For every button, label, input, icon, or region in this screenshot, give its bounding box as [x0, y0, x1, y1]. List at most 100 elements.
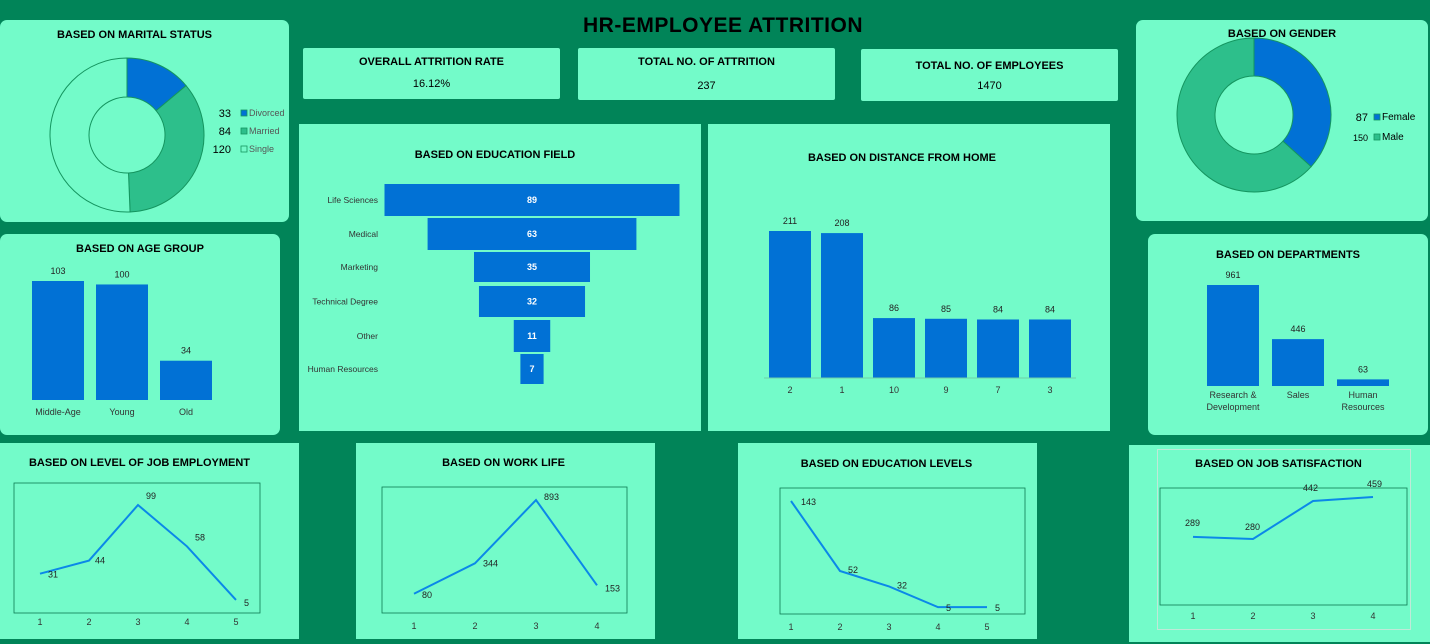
series-line [1192, 496, 1374, 541]
data-label: 89 [527, 195, 537, 205]
data-label: 32 [527, 297, 537, 307]
gender-chart: 87 Female 150 Male [1176, 37, 1416, 193]
departments-chart: 961 Research & Development 446 Sales 63 Human R… [1206, 270, 1389, 412]
data-label: 99 [146, 491, 156, 501]
tick-label: 2 [1250, 611, 1255, 621]
donut-slice-male [1176, 37, 1312, 193]
tick-label: 2 [837, 622, 842, 632]
tick-label: 9 [943, 385, 948, 395]
tick-label: 4 [594, 621, 599, 631]
plot-area [381, 486, 628, 614]
age-group-panel: BASED ON AGE GROUP 103 Middle-Age 100 Young… [0, 234, 280, 435]
legend-swatch [240, 127, 248, 135]
data-label: 5 [995, 603, 1000, 613]
series-line [790, 500, 987, 609]
chart-title: BASED ON EDUCATION FIELD [414, 149, 576, 161]
funnel-bar [427, 218, 637, 250]
donut-slice-single [49, 57, 131, 213]
tick-label: 4 [1370, 611, 1375, 621]
data-label: 961 [1225, 270, 1240, 280]
tick-label: Resources [1341, 402, 1385, 412]
data-label: 35 [527, 262, 537, 272]
kpi-title: OVERALL ATTRITION RATE [358, 56, 505, 68]
category-label: Technical Degree [312, 297, 378, 307]
legend-label: Male [1382, 132, 1404, 143]
bar [1337, 379, 1389, 386]
data-label: 5 [946, 603, 951, 613]
funnel-bar [384, 184, 680, 216]
funnel-bar [473, 252, 591, 282]
bar [32, 281, 84, 400]
bar [1207, 285, 1259, 386]
legend-value: 84 [219, 126, 231, 138]
data-label: 211 [783, 216, 797, 226]
data-label: 63 [1358, 364, 1368, 374]
work-life-panel: BASED ON WORK LIFE 80 1 344 2 893 3 153 4 [356, 443, 655, 639]
tick-label: 2 [472, 621, 477, 631]
data-label: 31 [48, 570, 58, 580]
legend-swatch [240, 109, 248, 117]
data-label: 84 [993, 304, 1003, 314]
bar [925, 318, 967, 378]
education-field-panel: BASED ON EDUCATION FIELD 89 Life Sciences… [299, 124, 701, 431]
category-label: Marketing [341, 262, 379, 272]
kpi-value: 16.12% [412, 78, 451, 90]
job-level-chart: 31 1 44 2 99 3 58 4 55 [13, 482, 261, 627]
tick-label: 1 [839, 385, 844, 395]
tick-label: 4 [184, 617, 189, 627]
tick-label: 1 [37, 617, 42, 627]
data-label: 86 [889, 303, 899, 313]
marital-status-panel: BASED ON MARITAL STATUS 33 Divorced 84 Marr… [0, 20, 289, 222]
donut-slice-married [127, 84, 205, 213]
chart-title: BASED ON JOB SATISFACTION [1195, 458, 1362, 470]
bar [769, 231, 811, 378]
legend-label: Divorced [249, 108, 285, 118]
tick-label: 10 [889, 385, 899, 395]
data-label: 893 [544, 492, 559, 502]
tick-label: 3 [886, 622, 891, 632]
data-label: 63 [527, 229, 537, 239]
kpi-card-attrition-rate: OVERALL ATTRITION RATE 16.12% [303, 48, 560, 99]
data-label: 7 [529, 364, 534, 374]
category-label: Human Resources [308, 364, 378, 374]
series-line [39, 503, 237, 601]
tick-label: 5 [984, 622, 989, 632]
data-label: 5 [244, 598, 249, 608]
legend-value: 120 [213, 144, 231, 156]
legend-value: 150 [1353, 133, 1368, 143]
legend-value: 87 [1356, 112, 1368, 124]
tick-label: 2 [86, 617, 91, 627]
bar [873, 318, 915, 378]
chart-title: BASED ON AGE GROUP [76, 243, 204, 255]
data-label: 344 [483, 558, 498, 568]
education-levels-panel: BASED ON EDUCATION LEVELS 143 1 52 2 32 3 5 4 5 5 [738, 443, 1037, 639]
plot-area [13, 482, 261, 614]
tick-label: Development [1206, 402, 1260, 412]
legend-label: Single [249, 144, 274, 154]
tick-label: 1 [411, 621, 416, 631]
funnel-bar [520, 354, 544, 384]
data-label: 446 [1290, 324, 1305, 334]
data-label: 289 [1185, 518, 1200, 528]
data-label: 100 [114, 269, 129, 279]
tick-label: 4 [935, 622, 940, 632]
kpi-title: TOTAL NO. OF ATTRITION [638, 56, 775, 68]
tick-label: Old [179, 407, 193, 417]
job-level-panel: BASED ON LEVEL OF JOB EMPLOYMENT 31 1 44 2 9… [0, 443, 299, 639]
tick-label: 5 [233, 617, 238, 627]
job-satisfaction-chart: 289 1 280 2 442 3 459 4 [1159, 479, 1408, 621]
tick-label: Middle-Age [35, 407, 81, 417]
data-label: 280 [1245, 522, 1260, 532]
kpi-value: 237 [697, 80, 716, 92]
category-label: Medical [349, 229, 378, 239]
age-group-chart: 103 Middle-Age 100 Young 34 Old [32, 266, 212, 417]
chart-title: BASED ON EDUCATION LEVELS [800, 458, 973, 470]
chart-title: BASED ON DISTANCE FROM HOME [807, 152, 997, 164]
tick-label: Human [1348, 390, 1377, 400]
bar [1029, 319, 1071, 378]
data-label: 208 [834, 218, 849, 228]
chart-title: BASED ON GENDER [1227, 28, 1337, 40]
tick-label: 1 [788, 622, 793, 632]
legend-swatch [1373, 113, 1381, 121]
kpi-title: TOTAL NO. OF EMPLOYEES [915, 60, 1064, 72]
